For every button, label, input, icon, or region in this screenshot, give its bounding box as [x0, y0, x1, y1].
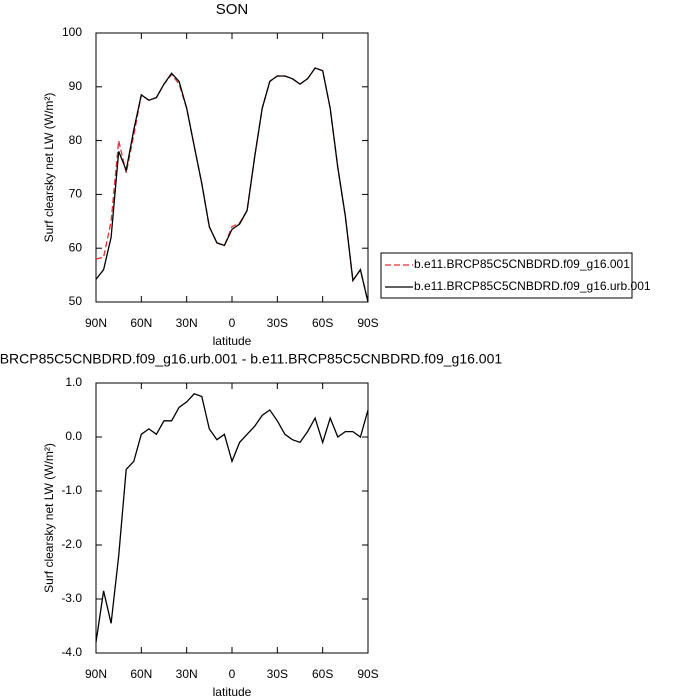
y-axis-label: Surf clearsky net LW (W/m²) [42, 93, 56, 243]
y-tick-label: -4.0 [61, 645, 82, 659]
data-line [95, 393, 369, 643]
x-tick-label: 90S [357, 667, 378, 681]
x-axis-label: latitude [213, 334, 252, 348]
y-axis-label: Surf clearsky net LW (W/m²) [42, 443, 56, 593]
plot-frame [95, 32, 369, 303]
data-line [95, 67, 369, 303]
x-tick-label: 0 [229, 316, 236, 330]
x-tick-label: 90N [85, 667, 107, 681]
legend-label: b.e11.BRCP85C5CNBDRD.f09_g16.urb.001 [414, 279, 651, 293]
plot-frame [95, 382, 369, 654]
y-tick-label: 80 [69, 133, 83, 147]
chart-title: SON [216, 1, 249, 18]
legend-box [380, 252, 633, 299]
data-line [95, 67, 369, 303]
x-tick-label: 30N [176, 667, 198, 681]
x-tick-label: 60S [312, 667, 333, 681]
x-tick-label: 90N [85, 316, 107, 330]
x-tick-label: 30N [176, 316, 198, 330]
chart-title: b.e11.BRCP85C5CNBDRD.f09_g16.urb.001 - b… [0, 351, 502, 367]
x-tick-label: 30S [267, 667, 288, 681]
x-tick-label: 0 [229, 667, 236, 681]
x-tick-label: 30S [267, 316, 288, 330]
y-tick-label: 100 [62, 25, 82, 39]
legend-label: b.e11.BRCP85C5CNBDRD.f09_g16.001 [414, 257, 630, 271]
y-tick-label: -2.0 [61, 537, 82, 551]
y-tick-label: 60 [69, 240, 83, 254]
y-tick-label: -1.0 [61, 483, 82, 497]
y-tick-label: 0.0 [65, 429, 82, 443]
y-tick-label: 1.0 [65, 375, 82, 389]
y-tick-label: -3.0 [61, 591, 82, 605]
x-tick-label: 60N [130, 316, 152, 330]
y-tick-label: 90 [69, 79, 83, 93]
x-tick-label: 90S [357, 316, 378, 330]
y-tick-label: 50 [69, 294, 83, 308]
x-tick-label: 60N [130, 667, 152, 681]
x-tick-label: 60S [312, 316, 333, 330]
y-tick-label: 70 [69, 187, 83, 201]
x-axis-label: latitude [213, 685, 252, 699]
